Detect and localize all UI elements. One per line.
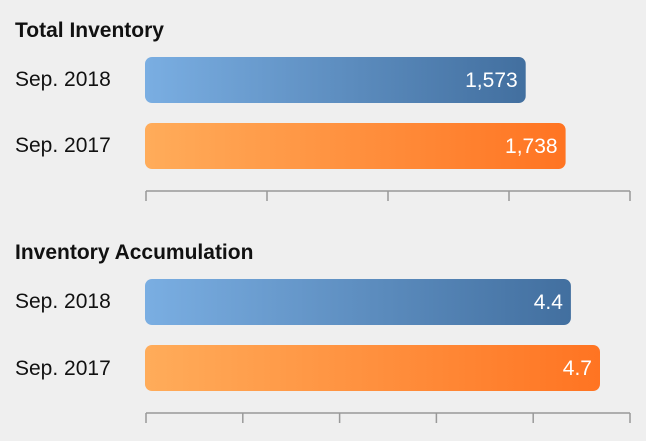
category-label-sep-2018: Sep. 2018 (15, 290, 111, 313)
inventory-accumulation-panel: Inventory Accumulation Sep. 2018 Sep. 20… (15, 241, 631, 423)
category-label-sep-2018: Sep. 2018 (15, 68, 111, 91)
bar-sep-2018 (145, 279, 571, 325)
bar-sep-2017 (145, 123, 566, 169)
x-axis-ticks (145, 191, 631, 201)
data-label-sep-2018: 1,573 (465, 69, 518, 92)
x-axis-ticks (145, 413, 631, 423)
category-label-sep-2017: Sep. 2017 (15, 357, 111, 380)
bar-sep-2018 (145, 57, 526, 103)
total-inventory-panel: Total Inventory Sep. 2018 Sep. 2017 1,57… (15, 19, 631, 201)
chart-title-inventory-accumulation: Inventory Accumulation (15, 241, 253, 264)
category-label-sep-2017: Sep. 2017 (15, 134, 111, 157)
data-label-sep-2017: 4.7 (563, 357, 592, 380)
data-label-sep-2017: 1,738 (505, 135, 558, 158)
data-label-sep-2018: 4.4 (534, 291, 564, 314)
chart-title-total-inventory: Total Inventory (15, 19, 164, 42)
bar-sep-2017 (145, 345, 600, 391)
